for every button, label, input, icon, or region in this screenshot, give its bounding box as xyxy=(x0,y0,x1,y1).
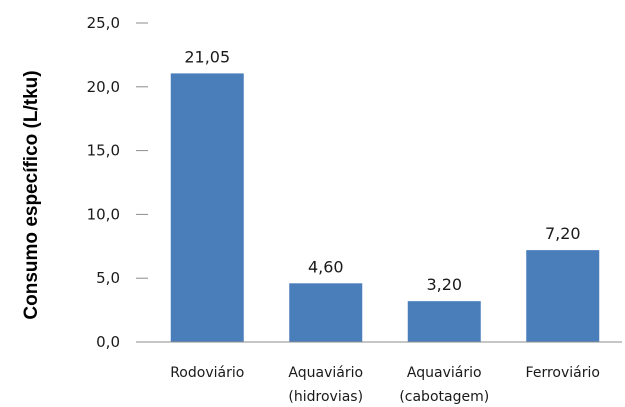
x-tick-label: Aquaviário (cabotagem) xyxy=(399,365,489,405)
bar xyxy=(289,283,363,342)
bar xyxy=(407,301,481,342)
x-tick-label: Rodoviário xyxy=(170,365,244,381)
bar xyxy=(526,250,600,342)
data-label: 21,05 xyxy=(184,47,230,66)
y-axis-label: Consumo específico (L/tku) xyxy=(21,70,42,319)
x-tick-label: Aquaviário (hidrovias) xyxy=(288,365,363,405)
y-tick-label: 5,0 xyxy=(96,269,120,287)
y-tick-label: 25,0 xyxy=(87,14,120,32)
bar xyxy=(170,73,244,342)
x-tick-label: Ferroviário xyxy=(526,365,600,381)
y-tick-label: 10,0 xyxy=(87,205,120,223)
y-tick-label: 20,0 xyxy=(87,78,120,96)
data-label: 4,60 xyxy=(308,257,344,276)
data-label: 3,20 xyxy=(426,275,462,294)
data-label: 7,20 xyxy=(545,224,581,243)
y-tick-label: 15,0 xyxy=(87,142,120,160)
y-tick-label: 0,0 xyxy=(96,333,120,351)
